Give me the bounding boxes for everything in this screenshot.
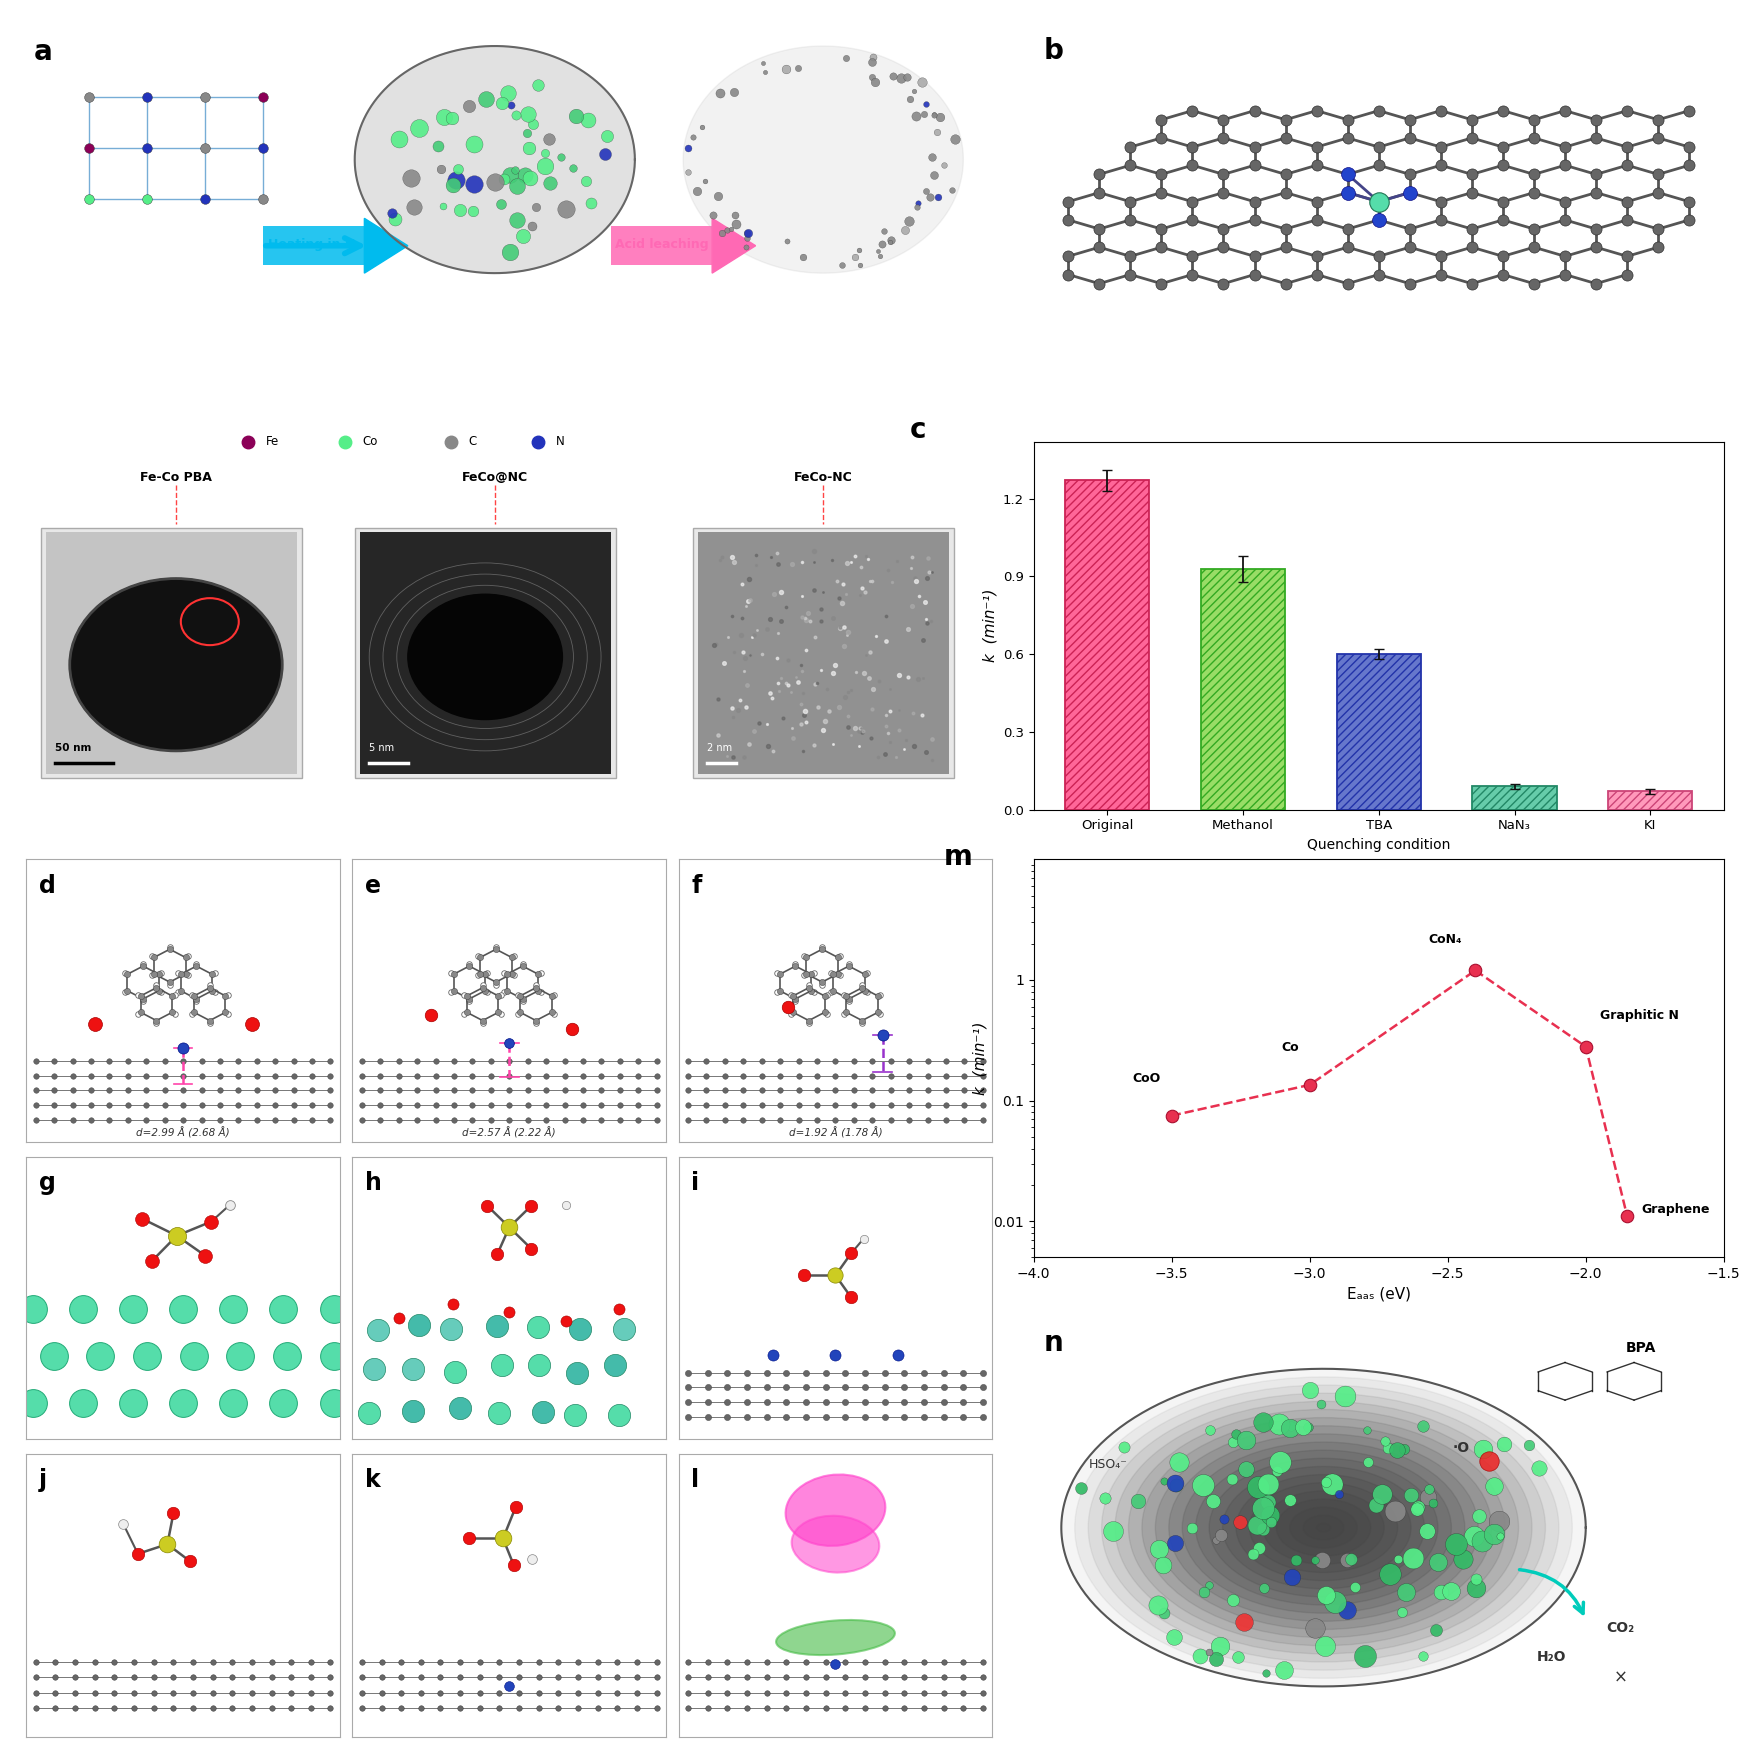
FancyBboxPatch shape <box>46 532 298 774</box>
Text: N: N <box>556 435 565 448</box>
Circle shape <box>1129 1409 1519 1645</box>
Polygon shape <box>364 219 408 273</box>
X-axis label: Eₐₐₛ (eV): Eₐₐₛ (eV) <box>1348 1287 1410 1301</box>
Circle shape <box>1143 1417 1505 1638</box>
Text: ×: × <box>1614 1668 1628 1685</box>
FancyBboxPatch shape <box>40 527 301 777</box>
Text: H₂O: H₂O <box>1536 1650 1566 1664</box>
Circle shape <box>1250 1483 1398 1573</box>
Text: l: l <box>691 1469 700 1491</box>
Text: d=1.92 Å (1.78 Å): d=1.92 Å (1.78 Å) <box>789 1127 882 1139</box>
Circle shape <box>1088 1386 1559 1670</box>
FancyBboxPatch shape <box>611 226 712 264</box>
Text: i: i <box>691 1171 700 1195</box>
Circle shape <box>1316 1523 1330 1532</box>
FancyBboxPatch shape <box>359 532 611 774</box>
Circle shape <box>1264 1491 1384 1564</box>
Text: k: k <box>366 1469 382 1491</box>
Text: BPA: BPA <box>1626 1342 1655 1356</box>
Text: b: b <box>1045 37 1064 65</box>
Text: n: n <box>1045 1329 1064 1358</box>
Text: Fe-Co PBA: Fe-Co PBA <box>140 471 212 483</box>
Polygon shape <box>355 46 635 273</box>
Circle shape <box>1074 1377 1572 1678</box>
Text: CoO: CoO <box>1132 1072 1160 1084</box>
Polygon shape <box>682 46 962 273</box>
Text: d=2.57 Å (2.22 Å): d=2.57 Å (2.22 Å) <box>462 1127 556 1139</box>
Circle shape <box>70 578 282 751</box>
Text: 2 nm: 2 nm <box>707 744 733 753</box>
Y-axis label: k  (min⁻¹): k (min⁻¹) <box>982 589 997 663</box>
Text: d=2.99 Å (2.68 Å): d=2.99 Å (2.68 Å) <box>136 1127 229 1139</box>
Ellipse shape <box>786 1474 886 1546</box>
Circle shape <box>1209 1458 1438 1597</box>
Bar <box>1200 569 1284 809</box>
Text: Acid leaching: Acid leaching <box>614 238 709 250</box>
Bar <box>1337 654 1421 809</box>
Text: a: a <box>33 39 52 67</box>
Text: Graphene: Graphene <box>1642 1202 1710 1216</box>
Text: C: C <box>469 435 478 448</box>
Circle shape <box>1304 1514 1344 1539</box>
Text: 50 nm: 50 nm <box>56 744 91 753</box>
Text: Heating in N₂: Heating in N₂ <box>268 238 360 250</box>
Circle shape <box>1290 1507 1358 1548</box>
Text: Graphitic N: Graphitic N <box>1600 1008 1678 1023</box>
Text: f: f <box>691 873 702 897</box>
Text: c: c <box>910 416 926 444</box>
Circle shape <box>1155 1426 1491 1629</box>
Bar <box>1608 792 1692 809</box>
Polygon shape <box>712 219 756 273</box>
Text: j: j <box>38 1469 47 1491</box>
Text: FeCo@NC: FeCo@NC <box>462 471 528 483</box>
Text: HSO₄⁻: HSO₄⁻ <box>1088 1458 1127 1472</box>
Circle shape <box>1276 1499 1370 1557</box>
Circle shape <box>408 594 562 719</box>
Bar <box>1472 786 1556 809</box>
Bar <box>1066 481 1150 809</box>
Text: g: g <box>38 1171 56 1195</box>
Text: Co: Co <box>1281 1042 1298 1054</box>
Ellipse shape <box>775 1620 894 1655</box>
X-axis label: Quenching condition: Quenching condition <box>1307 837 1451 852</box>
Circle shape <box>1101 1393 1545 1663</box>
Circle shape <box>1183 1442 1465 1613</box>
Text: Co: Co <box>362 435 378 448</box>
FancyArrowPatch shape <box>266 238 360 254</box>
Circle shape <box>1169 1433 1479 1622</box>
FancyBboxPatch shape <box>698 532 948 774</box>
Text: FeCo-NC: FeCo-NC <box>794 471 852 483</box>
Text: h: h <box>366 1171 382 1195</box>
Text: 5 nm: 5 nm <box>369 744 394 753</box>
Text: m: m <box>943 843 973 871</box>
FancyBboxPatch shape <box>262 226 364 264</box>
Circle shape <box>1223 1467 1424 1588</box>
Y-axis label: k  (min⁻¹): k (min⁻¹) <box>973 1023 987 1095</box>
Ellipse shape <box>791 1516 878 1573</box>
Text: CoN₄: CoN₄ <box>1428 933 1461 945</box>
Circle shape <box>1195 1451 1451 1604</box>
Text: e: e <box>366 873 382 897</box>
FancyBboxPatch shape <box>355 527 616 777</box>
FancyBboxPatch shape <box>693 527 954 777</box>
Text: CO₂: CO₂ <box>1606 1620 1634 1634</box>
Circle shape <box>1060 1368 1586 1687</box>
Text: Fe: Fe <box>266 435 278 448</box>
Text: ·O: ·O <box>1452 1442 1470 1456</box>
Text: d: d <box>38 873 56 897</box>
Circle shape <box>1115 1402 1531 1654</box>
Circle shape <box>1236 1474 1411 1581</box>
